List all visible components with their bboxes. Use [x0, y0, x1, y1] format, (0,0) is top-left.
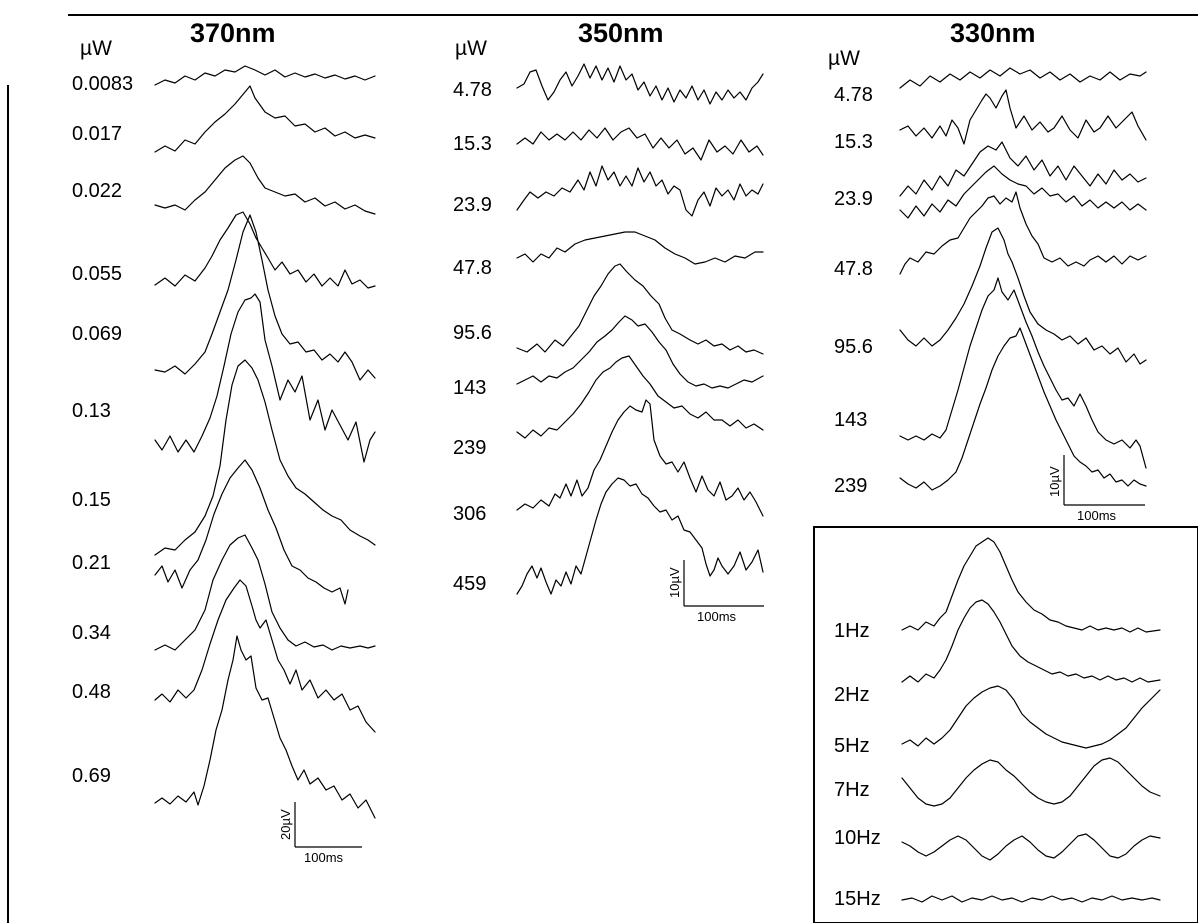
trace-370nm-1	[154, 65, 376, 86]
power-label: 0.017	[72, 123, 122, 145]
scale-bar-330nm: 10µV 100ms	[1047, 455, 1145, 523]
panel-title-370nm: 370nm	[190, 18, 276, 48]
scale-bar-time-label: 100ms	[1077, 508, 1117, 523]
power-label: 23.9	[834, 188, 873, 210]
power-label: 15.3	[453, 133, 492, 155]
trace-370nm-11	[154, 635, 376, 819]
panel-frequency: 1Hz 2Hz 5Hz 7Hz 10Hz 15Hz	[834, 537, 1161, 910]
power-label: 239	[453, 437, 486, 459]
frequency-label: 2Hz	[834, 684, 870, 706]
power-label: 306	[453, 503, 486, 525]
trace-330nm-4	[899, 165, 1147, 219]
scale-bar-370nm: 20µV 100ms	[278, 802, 362, 865]
trace-330nm-7	[899, 277, 1147, 469]
frequency-label: 7Hz	[834, 779, 870, 801]
trace-330nm-2	[899, 89, 1147, 145]
power-label: 143	[834, 409, 867, 431]
power-label: 143	[453, 377, 486, 399]
trace-350nm-5	[516, 263, 764, 355]
trace-frequency-15hz	[901, 895, 1161, 903]
trace-370nm-4	[154, 211, 376, 289]
unit-label-350nm: µW	[455, 37, 487, 60]
unit-label-330nm: µW	[828, 47, 860, 70]
power-label: 0.069	[72, 323, 122, 345]
trace-330nm-1	[899, 67, 1147, 89]
scale-bar-350nm: 10µV 100ms	[667, 560, 764, 624]
trace-350nm-7	[516, 355, 764, 439]
trace-frequency-5hz	[901, 685, 1161, 749]
panel-330nm: 330nm µW 4.78 15.3 23.9 47.8 95.6 143 23…	[828, 18, 1147, 523]
trace-370nm-6	[154, 293, 376, 463]
frequency-label: 5Hz	[834, 735, 870, 757]
power-label: 0.21	[72, 552, 111, 574]
trace-370nm-8	[154, 459, 349, 605]
frequency-inset-box	[813, 526, 1198, 923]
panel-title-350nm: 350nm	[578, 18, 664, 48]
power-label: 0.055	[72, 263, 122, 285]
trace-350nm-1	[516, 63, 764, 105]
scale-bar-time-label: 100ms	[697, 609, 737, 624]
power-label: 0.022	[72, 180, 122, 202]
trace-350nm-3	[516, 165, 764, 217]
trace-frequency-10hz	[901, 833, 1161, 861]
trace-370nm-9	[154, 534, 376, 651]
power-label: 47.8	[453, 257, 492, 279]
trace-370nm-2	[154, 85, 376, 153]
power-label: 95.6	[453, 322, 492, 344]
scale-bar-voltage-label: 10µV	[1047, 466, 1062, 497]
frequency-label: 1Hz	[834, 620, 870, 642]
trace-370nm-5	[154, 214, 376, 381]
trace-330nm-5	[899, 191, 1147, 275]
power-label: 0.0083	[72, 73, 133, 95]
panel-350nm: 350nm µW 4.78 15.3 23.9 47.8 95.6 143 23…	[453, 18, 764, 624]
scale-bar-voltage-label: 10µV	[667, 567, 682, 598]
trace-350nm-9	[516, 477, 764, 595]
scale-bar-voltage-label: 20µV	[278, 809, 293, 840]
trace-frequency-2hz	[901, 599, 1161, 683]
trace-370nm-7	[154, 359, 376, 556]
power-label: 23.9	[453, 194, 492, 216]
trace-350nm-2	[516, 127, 764, 161]
unit-label-370nm: µW	[80, 37, 112, 60]
trace-370nm-3	[154, 155, 376, 215]
scale-bar-time-label: 100ms	[304, 850, 344, 865]
power-label: 0.69	[72, 765, 111, 787]
trace-330nm-6	[899, 227, 1147, 365]
panel-title-330nm: 330nm	[950, 18, 1036, 48]
trace-frequency-7hz	[901, 757, 1161, 807]
trace-330nm-3	[899, 141, 1147, 197]
trace-350nm-6	[516, 315, 764, 389]
power-label: 15.3	[834, 131, 873, 153]
trace-370nm-10	[154, 579, 376, 733]
power-label: 4.78	[453, 79, 492, 101]
power-label: 4.78	[834, 84, 873, 106]
power-label: 47.8	[834, 258, 873, 280]
panel-370nm: 370nm µW 0.0083 0.017 0.022 0.055 0.069 …	[72, 18, 376, 865]
trace-frequency-1hz	[901, 537, 1161, 633]
frequency-label: 10Hz	[834, 827, 881, 849]
power-label: 0.13	[72, 400, 111, 422]
power-label: 239	[834, 475, 867, 497]
power-label: 0.34	[72, 622, 111, 644]
power-label: 0.15	[72, 489, 111, 511]
power-label: 95.6	[834, 336, 873, 358]
trace-330nm-8	[899, 327, 1147, 491]
power-label: 0.48	[72, 681, 111, 703]
trace-350nm-4	[516, 231, 764, 265]
frequency-label: 15Hz	[834, 888, 881, 910]
trace-350nm-8	[516, 399, 764, 517]
power-label: 459	[453, 573, 486, 595]
